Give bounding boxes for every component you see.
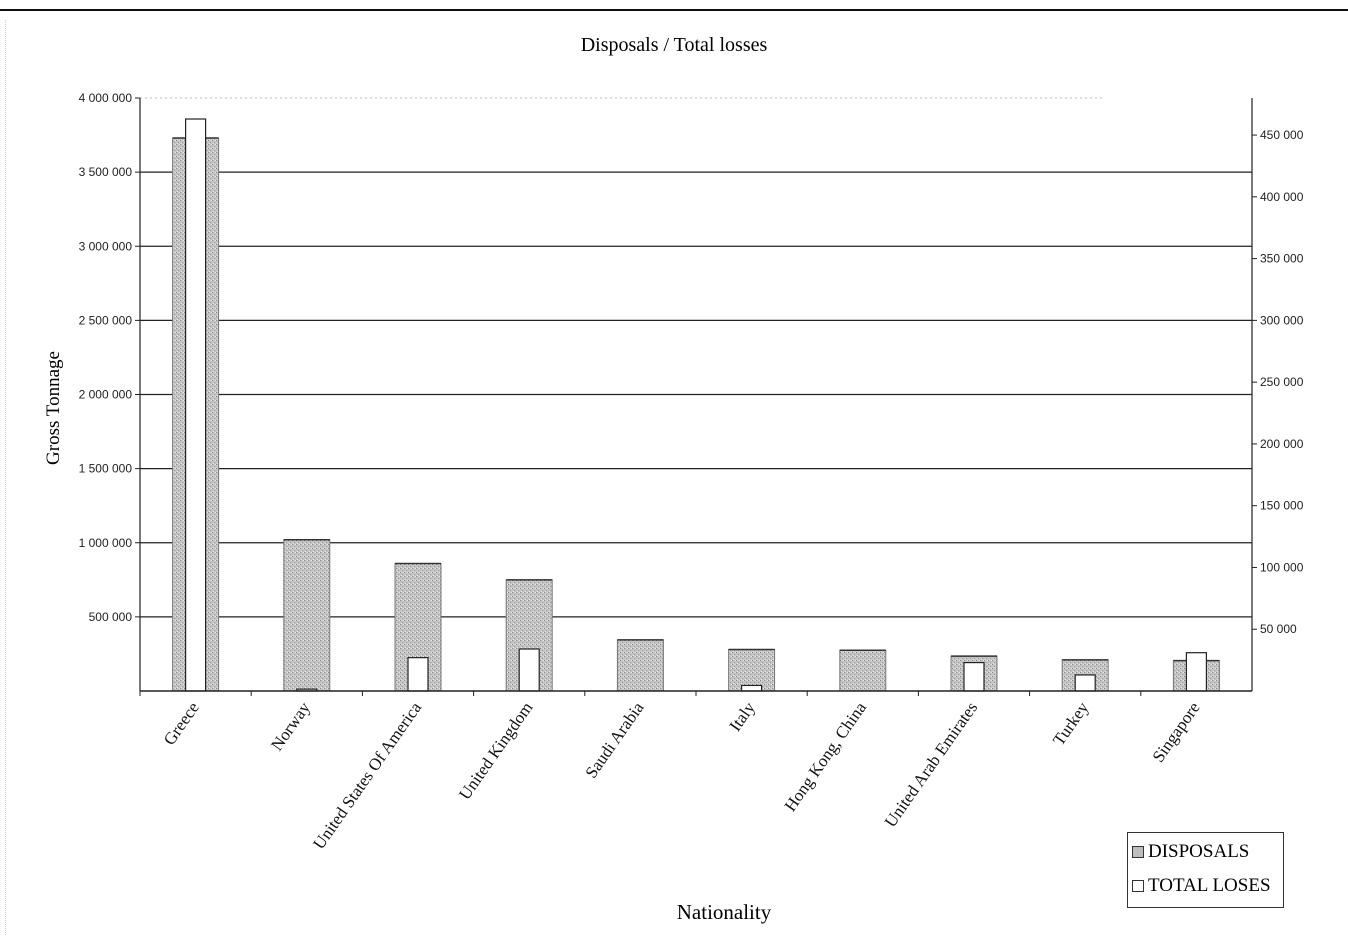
top-rule — [0, 9, 1348, 11]
bar-total-loses — [185, 118, 207, 692]
right-tick-label: 400 000 — [1260, 190, 1304, 204]
right-tick-label: 450 000 — [1260, 128, 1304, 142]
bar-total-loses — [740, 684, 763, 692]
x-tick-label: United States Of America — [309, 698, 425, 853]
bar-total-loses — [407, 657, 429, 692]
x-tick-label: United Kingdom — [455, 698, 536, 803]
legend-item-disposals: DISPOSALS — [1132, 841, 1249, 863]
chart-title: Disposals / Total losses — [580, 34, 768, 56]
axes — [135, 97, 1257, 696]
x-tick-label: Hong Kong, China — [781, 698, 871, 815]
left-tick-label: 1 500 000 — [79, 462, 133, 476]
tick-labels: 500 000 1 000 000 1 500 000 2 000 000 2 500 … — [79, 91, 1304, 853]
bar-total-loses — [1074, 674, 1096, 692]
legend: DISPOSALS TOTAL LOSES — [1127, 832, 1284, 908]
legend-swatch-disposals — [1132, 846, 1144, 858]
x-axis-title: Nationality — [676, 900, 772, 924]
left-tick-label: 3 000 000 — [79, 239, 133, 253]
right-tick-label: 300 000 — [1260, 313, 1304, 327]
gridlines — [140, 97, 1252, 618]
bar-total-loses — [1185, 652, 1208, 692]
legend-swatch-total-loses — [1132, 880, 1144, 892]
left-tick-label: 2 500 000 — [79, 313, 133, 327]
right-tick-label: 50 000 — [1260, 622, 1297, 636]
right-tick-label: 100 000 — [1260, 560, 1304, 574]
x-tick-label: Singapore — [1149, 698, 1204, 765]
bars — [172, 118, 1220, 692]
bar-total-loses — [518, 648, 540, 692]
right-tick-label: 250 000 — [1260, 375, 1304, 389]
left-tick-label: 2 000 000 — [79, 388, 133, 402]
x-tick-label: Saudi Arabia — [581, 698, 647, 782]
bar-disposals — [728, 648, 776, 692]
legend-label-disposals: DISPOSALS — [1148, 841, 1250, 862]
x-tick-label: Turkey — [1049, 698, 1093, 749]
bar-disposals — [616, 639, 664, 692]
left-tick-label: 1 000 000 — [79, 536, 133, 550]
right-tick-label: 200 000 — [1260, 437, 1304, 451]
bar-disposals — [839, 649, 887, 692]
legend-label-total-loses: TOTAL LOSES — [1148, 875, 1271, 896]
bar-total-loses — [963, 661, 985, 692]
x-tick-label: Norway — [267, 698, 314, 754]
x-tick-label: United Arab Emirates — [881, 698, 982, 830]
left-tick-label: 4 000 000 — [79, 91, 133, 105]
bar-disposals — [283, 539, 331, 692]
x-tick-label: Italy — [725, 698, 759, 735]
x-tick-label: Greece — [160, 698, 203, 748]
left-dotted-border — [5, 20, 6, 935]
left-tick-label: 500 000 — [89, 610, 133, 624]
left-tick-label: 3 500 000 — [79, 165, 133, 179]
legend-item-total-loses: TOTAL LOSES — [1132, 875, 1271, 897]
right-tick-label: 350 000 — [1260, 252, 1304, 266]
right-tick-label: 150 000 — [1260, 499, 1304, 513]
